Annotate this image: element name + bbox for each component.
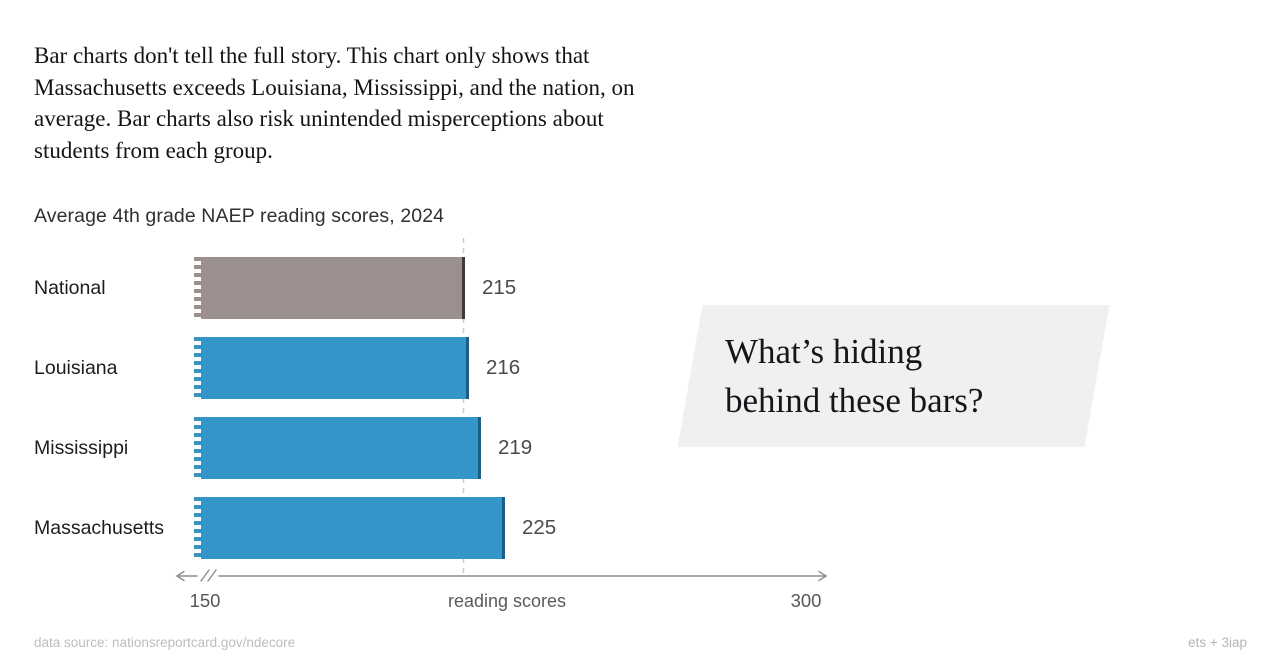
bar-row: National 215 bbox=[0, 257, 1280, 319]
chart-title: Average 4th grade NAEP reading scores, 2… bbox=[34, 205, 445, 227]
bar-fill bbox=[201, 417, 481, 479]
axis-break-teeth-icon bbox=[194, 417, 201, 479]
bar-fill bbox=[201, 337, 469, 399]
category-label: Mississippi bbox=[34, 437, 129, 459]
axis-break-teeth-icon bbox=[194, 497, 201, 559]
bar-value-label: 216 bbox=[486, 356, 521, 379]
callout-banner: What’s hiding behind these bars? bbox=[677, 305, 1110, 447]
footer-data-source: data source: nationsreportcard.gov/ndeco… bbox=[34, 635, 296, 650]
bar bbox=[194, 417, 481, 479]
axis-tick-min: 150 bbox=[189, 590, 221, 611]
intro-text: Bar charts don't tell the full story. Th… bbox=[34, 43, 635, 163]
bar bbox=[194, 257, 465, 319]
bar-row: Louisiana 216 bbox=[0, 337, 1280, 399]
bar-fill bbox=[201, 257, 465, 319]
axis-tick-max: 300 bbox=[790, 590, 822, 611]
bar-value-label: 219 bbox=[498, 436, 533, 459]
bar-value-label: 225 bbox=[522, 516, 557, 539]
bar bbox=[194, 337, 469, 399]
bar-row: Massachusetts 225 bbox=[0, 497, 1280, 559]
bar bbox=[194, 497, 505, 559]
x-axis-label: reading scores bbox=[447, 591, 567, 611]
category-label: Massachusetts bbox=[34, 517, 165, 539]
bar-fill bbox=[201, 497, 505, 559]
axis-break-teeth-icon bbox=[194, 257, 201, 319]
bar-value-label: 215 bbox=[482, 276, 517, 299]
bar-row: Mississippi 219 bbox=[0, 417, 1280, 479]
axis-break-teeth-icon bbox=[194, 337, 201, 399]
callout-text: What’s hiding behind these bars? bbox=[724, 332, 984, 420]
footer-credit: ets + 3iap bbox=[1188, 635, 1247, 650]
category-label: National bbox=[34, 277, 106, 299]
category-label: Louisiana bbox=[34, 357, 118, 379]
